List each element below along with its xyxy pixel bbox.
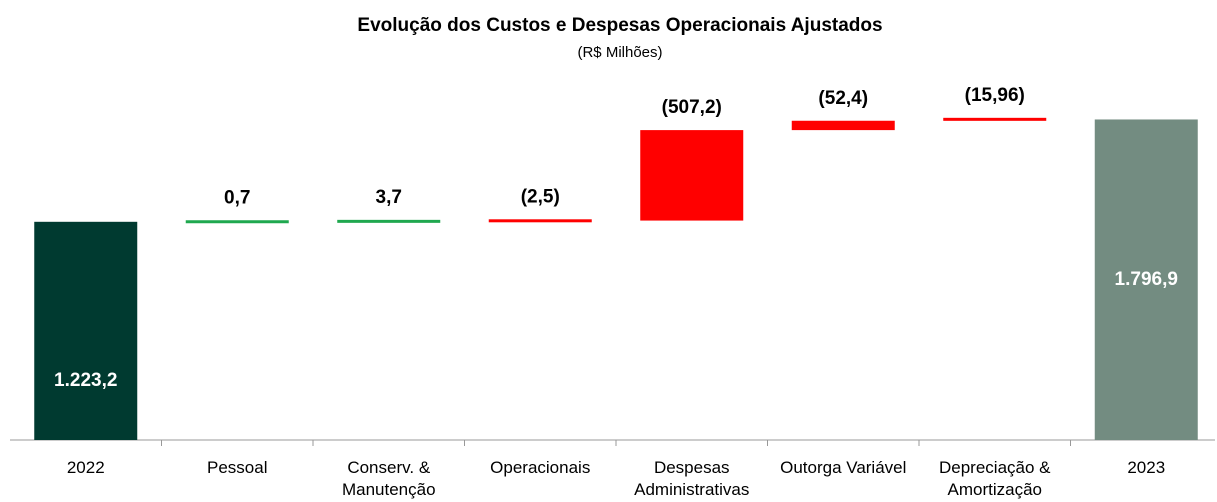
x-tick-label: Depreciação & Amortização bbox=[938, 458, 1051, 499]
value-label: 0,7 bbox=[224, 187, 250, 208]
value-label: 3,7 bbox=[376, 187, 402, 208]
bar bbox=[943, 117, 1047, 121]
x-tick-label: Outorga Variável bbox=[780, 458, 907, 477]
x-tick-label: Despesas Administrativas bbox=[634, 458, 750, 499]
x-tick-label: Conserv. & Manutenção bbox=[341, 458, 436, 499]
x-tick-label: 2023 bbox=[1127, 458, 1166, 477]
bar bbox=[185, 220, 289, 224]
value-label: 1.223,2 bbox=[54, 370, 117, 391]
bar bbox=[337, 219, 441, 223]
x-tick-label: 2022 bbox=[66, 458, 105, 477]
value-label: 1.796,9 bbox=[1115, 269, 1178, 290]
value-label: (52,4) bbox=[818, 88, 868, 109]
x-tick-label: Pessoal bbox=[207, 458, 268, 477]
bar bbox=[34, 221, 138, 440]
bar bbox=[1094, 119, 1198, 440]
x-tick-label: Operacionais bbox=[490, 458, 591, 477]
chart-title: Evolução dos Custos e Despesas Operacion… bbox=[357, 15, 882, 36]
chart-subtitle: (R$ Milhões) bbox=[577, 44, 662, 61]
value-label: (15,96) bbox=[965, 85, 1025, 106]
bar bbox=[640, 130, 744, 221]
value-label: (507,2) bbox=[662, 97, 722, 118]
value-label: (2,5) bbox=[521, 186, 560, 207]
bar bbox=[791, 120, 895, 131]
bar bbox=[488, 219, 592, 223]
